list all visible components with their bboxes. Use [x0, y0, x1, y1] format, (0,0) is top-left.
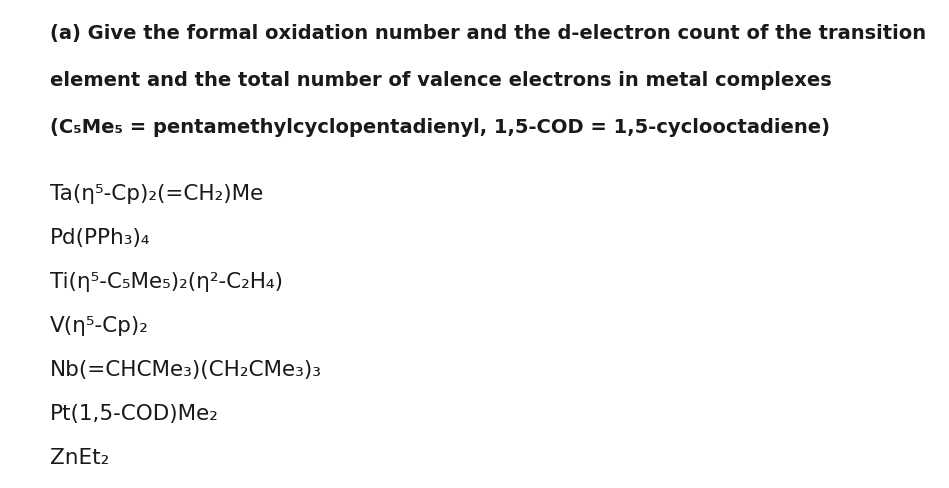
Text: (C₅Me₅ = pentamethylcyclopentadienyl, 1,5-COD = 1,5-cyclooctadiene): (C₅Me₅ = pentamethylcyclopentadienyl, 1,… [50, 118, 830, 137]
Text: Pd(PPh₃)₄: Pd(PPh₃)₄ [50, 227, 151, 247]
Text: (a) Give the formal oxidation number and the d-electron count of the transition: (a) Give the formal oxidation number and… [50, 24, 926, 43]
Text: Nb(=CHCMe₃)(CH₂CMe₃)₃: Nb(=CHCMe₃)(CH₂CMe₃)₃ [50, 359, 322, 379]
Text: Ti(η⁵-C₅Me₅)₂(η²-C₂H₄): Ti(η⁵-C₅Me₅)₂(η²-C₂H₄) [50, 271, 283, 291]
Text: Ta(η⁵-Cp)₂(=CH₂)Me: Ta(η⁵-Cp)₂(=CH₂)Me [50, 183, 263, 203]
Text: element and the total number of valence electrons in metal complexes: element and the total number of valence … [50, 71, 831, 90]
Text: Pt(1,5-COD)Me₂: Pt(1,5-COD)Me₂ [50, 403, 219, 423]
Text: V(η⁵-Cp)₂: V(η⁵-Cp)₂ [50, 315, 149, 335]
Text: ZnEt₂: ZnEt₂ [50, 447, 109, 467]
